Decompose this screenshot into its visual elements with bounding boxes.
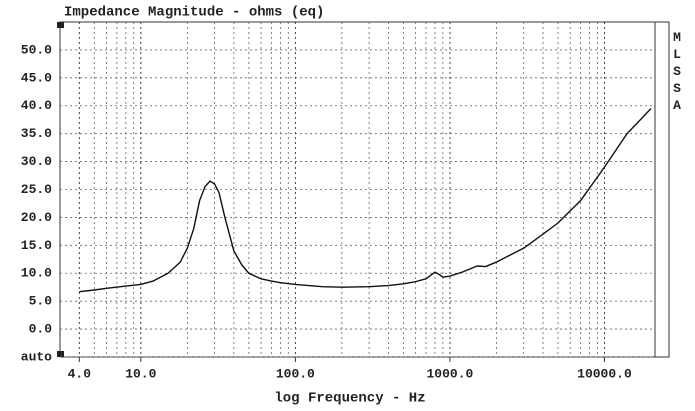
corner-marker	[57, 22, 64, 28]
x-tick-label: 1000.0	[427, 366, 474, 381]
y-tick-label: 15.0	[21, 238, 52, 253]
side-label: MLSSA	[670, 30, 685, 115]
y-tick-label: 25.0	[21, 182, 52, 197]
y-tick-label: auto	[21, 349, 52, 364]
chart-title: Impedance Magnitude - ohms (eq)	[64, 5, 324, 21]
y-tick-label: 10.0	[21, 266, 52, 281]
y-tick-label: 40.0	[21, 98, 52, 113]
y-tick-label: 30.0	[21, 154, 52, 169]
y-tick-label: 5.0	[29, 294, 53, 309]
x-tick-label: 10.0	[125, 366, 156, 381]
impedance-curve	[79, 108, 652, 293]
x-tick-label: 100.0	[276, 366, 315, 381]
corner-marker	[57, 351, 64, 357]
x-tick-label: 4.0	[68, 366, 92, 381]
y-tick-label: 35.0	[21, 126, 52, 141]
x-tick-label: 10000.0	[577, 366, 632, 381]
side-frame	[654, 21, 670, 358]
x-axis-label: log Frequency - Hz	[274, 391, 425, 407]
y-tick-label: 0.0	[29, 322, 53, 337]
y-tick-label: 45.0	[21, 70, 52, 85]
y-tick-label: 20.0	[21, 210, 52, 225]
y-tick-label: 50.0	[21, 42, 52, 57]
